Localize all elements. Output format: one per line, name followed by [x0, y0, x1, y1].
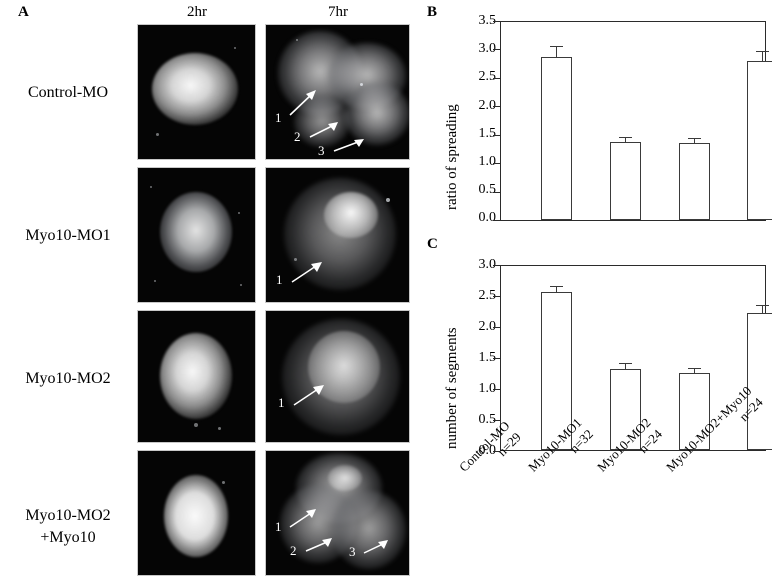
panel-b-ytick-6: 0.5 [478, 182, 497, 197]
panel-c-plot-area [500, 265, 772, 451]
arrow-marker-1 [292, 383, 326, 409]
arrow-marker-3 [362, 539, 390, 557]
panel-a-letter: A [18, 4, 29, 20]
panel-b-bar-control-mo[interactable] [541, 57, 572, 220]
panel-c-ytick-6: 0.0 [478, 443, 497, 458]
panel-c-errorbar-myo10-mo1 [619, 363, 632, 369]
arrow-marker-1 [288, 507, 318, 531]
panel-b-ytick-3: 2.0 [478, 98, 497, 113]
panel-c-bar-myo10-mo2[interactable] [679, 373, 710, 450]
micrograph-myo10-mo1-7hr: 1 [265, 167, 410, 303]
panel-c-letter: C [427, 236, 438, 252]
row-label-myo10-mo2-plus-myo10: Myo10-MO2 [25, 507, 111, 524]
panel-b-ytick-7: 0.0 [478, 210, 497, 225]
column-header-7hr: 7hr [328, 4, 348, 20]
panel-b-plot-area [500, 21, 772, 221]
panel-c-errorbar-control-mo [550, 286, 563, 292]
arrow-label-3: 3 [349, 544, 356, 559]
panel-b-errorbar-myo10-mo2-plus-myo10 [756, 51, 769, 61]
arrow-label-1: 1 [275, 110, 282, 125]
panel-c-ytick-0: 3.0 [478, 257, 497, 272]
panel-c-ytick-3: 1.5 [478, 350, 497, 365]
panel-c-ytick-5: 0.5 [478, 412, 497, 427]
panel-a: A 2hr 7hr Control-MO Myo10-MO1 Myo10-MO2… [18, 4, 410, 576]
panel-c-ytick-2: 2.0 [478, 319, 497, 334]
panel-b-ytick-1: 3.0 [478, 41, 497, 56]
panel-c-errorbar-myo10-mo2-plus-myo10 [756, 305, 769, 313]
arrow-label-1: 1 [276, 272, 283, 287]
micrograph-myo10-mo2-plus-myo10-2hr [137, 450, 256, 576]
arrow-label-1: 1 [278, 395, 285, 410]
panel-c-ytick-1: 2.5 [478, 288, 497, 303]
panel-c-chart: C number of segments 3.0 2.5 2.0 1.5 1.0… [420, 234, 772, 578]
panel-b-errorbar-myo10-mo1 [619, 137, 632, 142]
panel-b-bar-myo10-mo2[interactable] [679, 143, 710, 220]
panel-b-bar-myo10-mo2-plus-myo10[interactable] [747, 61, 772, 220]
panel-c-bar-control-mo[interactable] [541, 292, 572, 450]
arrow-label-2: 2 [294, 129, 301, 144]
panel-c-bar-myo10-mo2-plus-myo10[interactable] [747, 313, 772, 450]
panel-b-chart: B ratio of spreading 3.5 3.0 2.5 2.0 1.5… [420, 0, 772, 234]
panel-b-errorbar-control-mo [550, 46, 563, 57]
micrograph-control-mo-2hr [137, 24, 256, 160]
panel-b-letter: B [427, 4, 438, 20]
arrow-marker-3 [332, 137, 366, 155]
arrow-marker-2 [304, 537, 334, 555]
arrow-marker-2 [308, 120, 340, 140]
panel-c-errorbar-myo10-mo2 [688, 368, 701, 373]
arrow-label-2: 2 [290, 543, 297, 558]
row-label-control-mo: Control-MO [28, 84, 108, 101]
micrograph-myo10-mo2-2hr [137, 310, 256, 443]
row-label-myo10-mo2-plus-myo10-line2: +Myo10 [40, 529, 96, 546]
column-header-2hr: 2hr [187, 4, 207, 20]
arrow-marker-1 [288, 89, 318, 117]
row-label-myo10-mo1: Myo10-MO1 [25, 227, 111, 244]
panel-c-ytick-4: 1.0 [478, 381, 497, 396]
panel-b-errorbar-myo10-mo2 [688, 138, 701, 143]
arrow-label-1: 1 [275, 519, 282, 534]
panel-b-bar-myo10-mo1[interactable] [610, 142, 641, 220]
arrow-marker-1 [290, 260, 324, 286]
row-label-myo10-mo2: Myo10-MO2 [25, 370, 111, 387]
panel-b-ytick-4: 1.5 [478, 126, 497, 141]
micrograph-myo10-mo1-2hr [137, 167, 256, 303]
arrow-label-3: 3 [318, 143, 325, 158]
panel-b-ytick-5: 1.0 [478, 154, 497, 169]
panel-b-ytick-2: 2.5 [478, 69, 497, 84]
micrograph-myo10-mo2-plus-myo10-7hr: 1 2 3 [265, 450, 410, 576]
panel-b-ytick-0: 3.5 [478, 13, 497, 28]
micrograph-control-mo-7hr: 1 2 3 [265, 24, 410, 160]
panel-c-bar-myo10-mo1[interactable] [610, 369, 641, 450]
micrograph-myo10-mo2-7hr: 1 [265, 310, 410, 443]
